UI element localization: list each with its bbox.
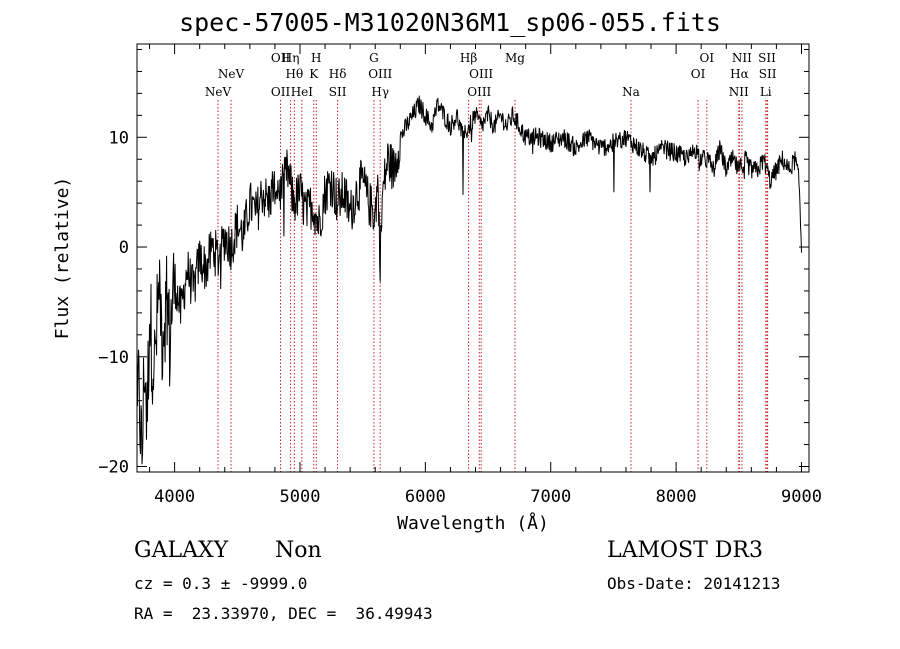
line-label: Hη — [282, 51, 300, 65]
line-label: HeI — [291, 85, 314, 99]
x-tick-label: 9000 — [781, 487, 822, 507]
plot-frame — [136, 43, 810, 473]
line-marker-layer — [217, 100, 769, 472]
line-label: Hα — [730, 67, 749, 81]
line-label: Hβ — [460, 51, 477, 65]
line-label: NII — [732, 51, 752, 65]
line-label: Na — [622, 85, 640, 99]
line-label: H — [311, 51, 321, 65]
coordinates-readout: RA = 23.33970, DEC = 36.49943 — [134, 604, 433, 623]
line-label: SII — [329, 85, 347, 99]
line-label: SII — [759, 67, 777, 81]
line-label: SII — [758, 51, 776, 65]
y-axis-label: Flux (relative) — [52, 177, 73, 340]
line-label: OI — [700, 51, 715, 65]
object-class: GALAXY — [134, 538, 229, 563]
y-tick-label: −10 — [98, 348, 129, 368]
line-label: Hδ — [329, 67, 347, 81]
object-subclass: Non — [275, 538, 322, 563]
line-label: Li — [760, 85, 772, 99]
line-label: Hθ — [285, 67, 303, 81]
line-label: OIII — [467, 85, 491, 99]
observation-date: Obs-Date: 20141213 — [607, 574, 781, 593]
x-tick-label: 5000 — [280, 487, 321, 507]
x-tick-label: 6000 — [405, 487, 446, 507]
spectrum-line — [136, 95, 802, 465]
y-tick-label: −20 — [98, 458, 129, 478]
y-tick-label: 10 — [109, 128, 129, 148]
line-label: OIII — [469, 67, 493, 81]
line-label: OII — [271, 51, 291, 65]
line-label: G — [369, 51, 379, 65]
line-label: NeV — [205, 85, 232, 99]
line-label: Mg — [505, 51, 525, 65]
line-label: OII — [271, 85, 291, 99]
line-label: Hγ — [371, 85, 389, 99]
line-label: K — [309, 67, 319, 81]
series-layer — [136, 95, 802, 465]
line-label: OI — [691, 67, 706, 81]
chart-title: spec-57005-M31020N36M1_sp06-055.fits — [179, 8, 721, 37]
line-label: OIII — [368, 67, 392, 81]
x-tick-label: 8000 — [656, 487, 697, 507]
redshift-readout: cz = 0.3 ± -9999.0 — [134, 574, 308, 593]
line-label: NII — [729, 85, 749, 99]
x-axis-label: Wavelength (Å) — [397, 512, 549, 534]
x-tick-label: 7000 — [530, 487, 571, 507]
axis-layer: 4000 5000 6000 7000 8000 9000 −20 −10 0 10 Wavelen… — [52, 43, 822, 534]
line-label: NeV — [218, 67, 245, 81]
x-tick-label: 4000 — [154, 487, 195, 507]
survey-name: LAMOST DR3 — [607, 538, 763, 563]
y-tick-label: 0 — [119, 238, 129, 258]
